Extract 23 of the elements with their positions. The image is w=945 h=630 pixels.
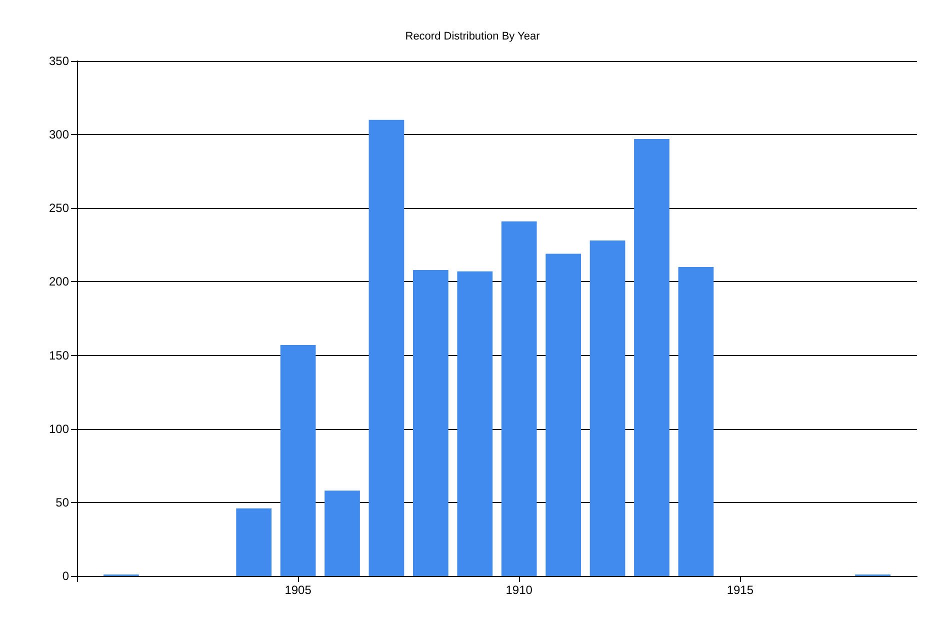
y-tick-label: 350 — [48, 54, 70, 68]
bar — [590, 240, 626, 576]
x-tick-label: 1905 — [284, 583, 312, 597]
y-tick-label: 100 — [48, 422, 70, 436]
bar — [501, 221, 537, 576]
y-tick-label: 50 — [56, 495, 70, 510]
bar — [413, 270, 448, 576]
y-tick-label: 250 — [48, 201, 70, 216]
chart-title: Record Distribution By Year — [405, 30, 540, 42]
y-tick-label: 0 — [62, 569, 70, 583]
bar — [678, 267, 714, 576]
bar — [634, 138, 670, 576]
x-tick-label: 1915 — [726, 583, 754, 597]
bar — [280, 344, 316, 576]
bar — [546, 254, 581, 576]
bar — [368, 120, 404, 576]
bar — [324, 490, 360, 576]
y-tick-label: 300 — [48, 128, 70, 142]
bar — [236, 508, 272, 576]
y-tick-label: 200 — [48, 274, 70, 289]
bar — [457, 271, 493, 576]
x-tick-label: 1910 — [506, 583, 533, 597]
y-tick-label: 150 — [48, 348, 70, 362]
